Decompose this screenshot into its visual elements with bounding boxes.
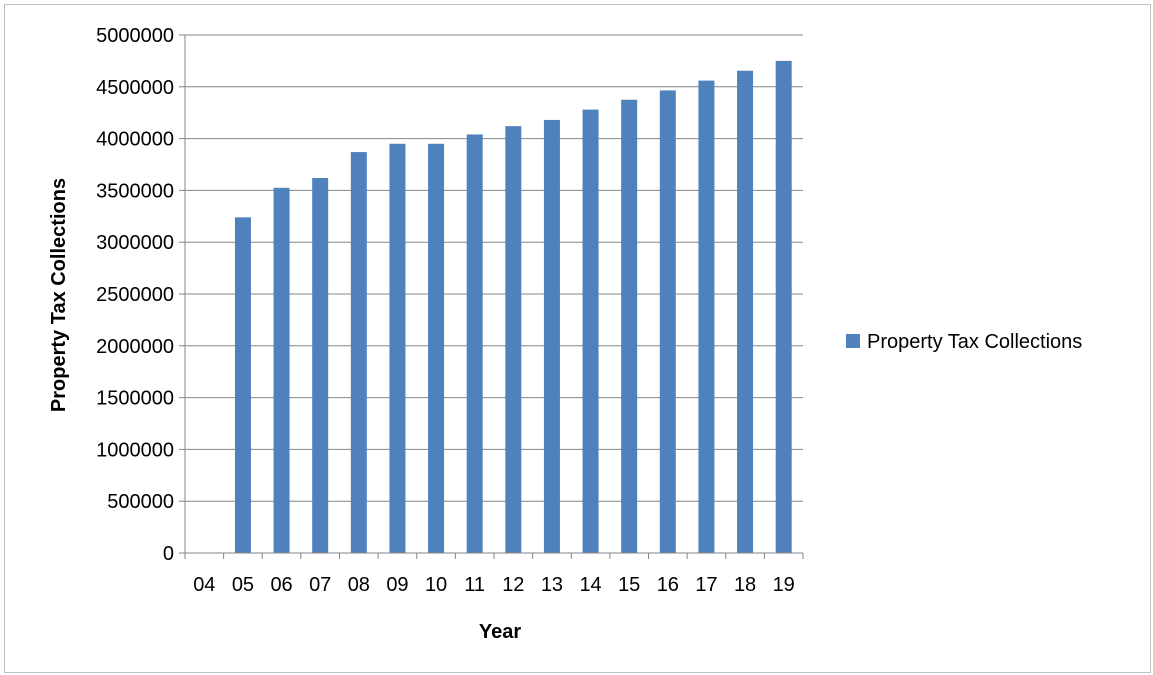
x-tick-label: 15 [618, 574, 640, 596]
x-tick-label: 05 [232, 574, 254, 596]
y-tick-label: 3500000 [96, 180, 174, 202]
chart-frame [4, 4, 1151, 673]
y-tick-label: 4500000 [96, 77, 174, 99]
x-tick-label: 14 [579, 574, 601, 596]
x-tick-label: 06 [270, 574, 292, 596]
bar [312, 177, 329, 553]
bar [659, 90, 676, 554]
y-tick-label: 3000000 [96, 232, 174, 254]
x-tick-label: 18 [734, 574, 756, 596]
y-tick-label: 4000000 [96, 129, 174, 151]
y-tick-label: 2500000 [96, 284, 174, 306]
bar [428, 143, 445, 553]
y-tick-label: 1000000 [96, 439, 174, 461]
y-tick-labels: 0 500000 1000000 1500000 2000000 2500000 30000… [96, 25, 174, 565]
x-tick-label: 07 [309, 574, 331, 596]
x-tick-label: 04 [193, 574, 215, 596]
bar [543, 119, 560, 554]
bar [737, 70, 754, 553]
x-tick-label: 16 [657, 574, 679, 596]
x-tick-labels: 04 05 06 07 08 09 10 11 12 13 14 15 16 17 18 19 [193, 574, 795, 596]
legend: Property Tax Collections [846, 331, 1082, 353]
x-tick-label: 13 [541, 574, 563, 596]
y-tick-label: 2000000 [96, 336, 174, 358]
x-tick-label: 10 [425, 574, 447, 596]
bar [621, 99, 638, 553]
legend-swatch [846, 334, 860, 348]
x-tick-label: 17 [695, 574, 717, 596]
y-tick-label: 5000000 [96, 25, 174, 47]
bar [273, 187, 290, 553]
bar [775, 60, 792, 554]
bar [350, 152, 367, 553]
bar [698, 80, 715, 554]
y-tick-label: 500000 [107, 491, 174, 513]
bar [389, 143, 406, 553]
y-axis-title: Property Tax Collections [48, 178, 70, 412]
x-tick-label: 09 [386, 574, 408, 596]
bar [505, 126, 522, 553]
y-tick-label: 1500000 [96, 388, 174, 410]
bar [234, 217, 251, 553]
bar [582, 109, 599, 553]
x-tick-label: 11 [464, 574, 485, 596]
x-tick-label: 08 [348, 574, 370, 596]
legend-label: Property Tax Collections [867, 331, 1082, 353]
x-axis-title: Year [479, 621, 521, 643]
bar [466, 134, 483, 553]
axes [184, 35, 804, 559]
x-tick-label: 12 [502, 574, 524, 596]
y-tick-label: 0 [163, 543, 174, 565]
bars [234, 60, 792, 554]
x-tick-label: 19 [773, 574, 795, 596]
